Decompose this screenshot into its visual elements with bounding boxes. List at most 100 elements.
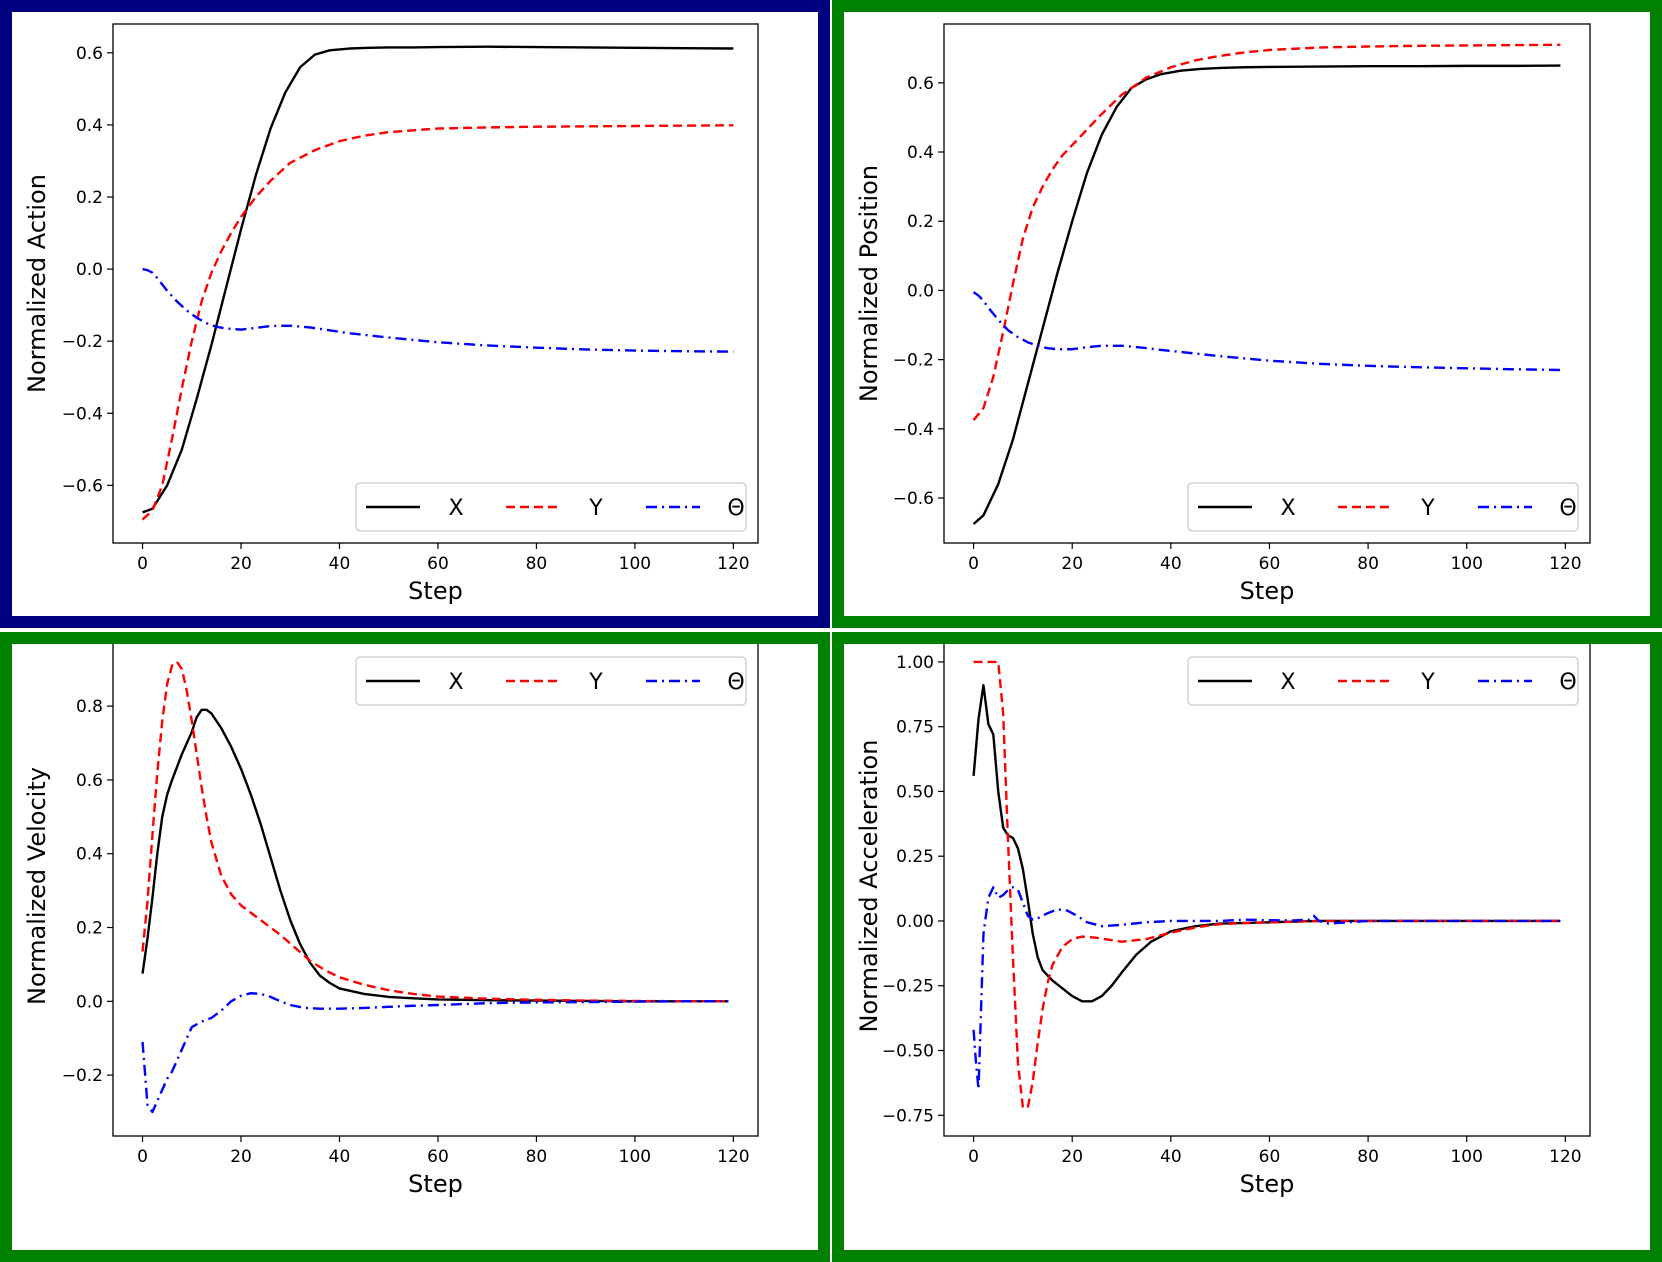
acceleration-y-tick-label: 0.00 (896, 912, 934, 932)
position-series-y-line (972, 43, 1561, 421)
velocity-x-tick-label: 40 (329, 1147, 351, 1167)
acceleration-y-tick-label: −0.50 (882, 1042, 934, 1062)
position-legend-label-theta: Θ (1559, 496, 1576, 521)
position-y-tick-label: −0.2 (893, 351, 934, 371)
acceleration-x-tick-label: 20 (1061, 1147, 1083, 1167)
position-series-theta-line (972, 291, 1561, 372)
position-legend-label-y: Y (1420, 496, 1435, 521)
velocity-y-tick-label: 0.2 (76, 919, 103, 939)
acceleration-y-tick-label: 0.50 (896, 782, 934, 802)
velocity-y-tick-label: 0.8 (76, 697, 103, 717)
action-legend-label-theta: Θ (727, 496, 744, 521)
action-x-tick-label: 100 (619, 554, 651, 574)
position-x-tick-label: 60 (1259, 554, 1281, 574)
acceleration-legend-label-y: Y (1420, 670, 1435, 695)
velocity-series-y-line (141, 660, 729, 1003)
position-x-axis-label: Step (1240, 577, 1295, 605)
acceleration-x-tick-label: 80 (1357, 1147, 1379, 1167)
position-x-tick-label: 0 (968, 554, 979, 574)
action-y-tick-label: 0.0 (76, 260, 103, 280)
velocity-x-tick-label: 100 (619, 1147, 651, 1167)
position-y-tick-label: 0.6 (907, 74, 934, 94)
position-y-tick-label: −0.6 (893, 489, 934, 509)
acceleration-y-tick-label: 1.00 (896, 653, 934, 673)
position-x-tick-label: 20 (1061, 554, 1083, 574)
acceleration-y-tick-label: 0.25 (896, 847, 934, 867)
panel-acceleration: 0 20 40 60 80 100 120 −0.75 −0.50 −0.25 0.00 0.25 0.… (832, 632, 1662, 1262)
action-x-tick-label: 40 (329, 554, 351, 574)
velocity-y-tick-label: −0.2 (62, 1066, 103, 1086)
action-x-tick-label: 120 (717, 554, 749, 574)
position-series-x-line (972, 64, 1561, 525)
acceleration-x-axis-label: Step (1240, 1170, 1295, 1198)
position-x-tick-label: 100 (1450, 554, 1482, 574)
action-plot-frame (112, 23, 759, 544)
velocity-legend-label-y: Y (588, 670, 603, 695)
velocity-x-tick-label: 120 (717, 1147, 749, 1167)
chart-position: 0 20 40 60 80 100 120 −0.6 −0.4 −0.2 0.0 0.2 0.4 0.6 S… (855, 23, 1591, 605)
action-legend-label-y: Y (588, 496, 603, 521)
action-series-x-line (142, 45, 734, 514)
acceleration-x-tick-label: 100 (1450, 1147, 1482, 1167)
panel-position: 0 20 40 60 80 100 120 −0.6 −0.4 −0.2 0.0 0.2 0.4 0.6 S… (832, 0, 1662, 628)
acceleration-x-tick-label: 40 (1160, 1147, 1182, 1167)
action-series-y-line (141, 124, 734, 521)
position-y-tick-label: 0.0 (907, 281, 934, 301)
acceleration-series-x-line (972, 684, 1561, 1003)
velocity-x-tick-label: 0 (137, 1147, 148, 1167)
acceleration-legend-label-theta: Θ (1559, 670, 1576, 695)
action-series-theta-line (142, 267, 734, 353)
action-x-tick-label: 60 (427, 554, 449, 574)
panel-velocity: 0 20 40 60 80 100 120 −0.2 0.0 0.2 0.4 0.6 0.8 Step No… (0, 632, 830, 1262)
velocity-plot-frame (112, 644, 759, 1137)
position-legend-label-x: X (1280, 496, 1295, 521)
velocity-x-tick-label: 20 (230, 1147, 252, 1167)
action-y-tick-label: 0.6 (76, 44, 103, 64)
action-x-axis-label: Step (408, 577, 463, 605)
action-y-tick-label: −0.6 (62, 476, 103, 496)
chart-action: 0 20 40 60 80 100 120 −0.6 −0.4 −0.2 0.0 0.2 0.4 0.6 S… (23, 23, 759, 605)
acceleration-x-tick-label: 60 (1259, 1147, 1281, 1167)
acceleration-y-axis-label: Normalized Acceleration (855, 740, 883, 1033)
action-y-axis-label: Normalized Action (23, 174, 51, 393)
velocity-y-tick-label: 0.4 (76, 845, 103, 865)
position-y-axis-label: Normalized Position (855, 165, 883, 402)
position-x-tick-label: 120 (1549, 554, 1581, 574)
acceleration-x-tick-label: 120 (1549, 1147, 1581, 1167)
action-y-tick-label: −0.4 (62, 404, 103, 424)
acceleration-series-y-line (973, 660, 1561, 1109)
acceleration-plot-frame (943, 644, 1591, 1137)
velocity-x-tick-label: 60 (427, 1147, 449, 1167)
acceleration-series-theta-line (972, 886, 1561, 1091)
velocity-y-axis-label: Normalized Velocity (23, 767, 51, 1005)
velocity-legend-label-theta: Θ (727, 670, 744, 695)
velocity-x-axis-label: Step (408, 1170, 463, 1198)
position-x-tick-label: 80 (1357, 554, 1379, 574)
acceleration-y-tick-label: 0.75 (896, 718, 934, 738)
velocity-y-tick-label: 0.6 (76, 771, 103, 791)
velocity-x-tick-label: 80 (526, 1147, 548, 1167)
action-x-tick-label: 0 (137, 554, 148, 574)
position-y-tick-label: 0.2 (907, 212, 934, 232)
acceleration-x-tick-label: 0 (968, 1147, 979, 1167)
action-y-tick-label: 0.2 (76, 188, 103, 208)
velocity-legend-label-x: X (448, 670, 463, 695)
chart-velocity: 0 20 40 60 80 100 120 −0.2 0.0 0.2 0.4 0.6 0.8 Step No… (23, 644, 759, 1198)
position-y-tick-label: −0.4 (893, 420, 934, 440)
acceleration-y-tick-label: −0.75 (882, 1106, 934, 1126)
panel-action: 0 20 40 60 80 100 120 −0.6 −0.4 −0.2 0.0 0.2 0.4 0.6 S… (0, 0, 830, 628)
action-y-tick-label: 0.4 (76, 116, 103, 136)
position-y-tick-label: 0.4 (907, 143, 934, 163)
action-y-tick-label: −0.2 (62, 332, 103, 352)
chart-acceleration: 0 20 40 60 80 100 120 −0.75 −0.50 −0.25 0.00 0.25 0.… (855, 644, 1591, 1198)
acceleration-legend-label-x: X (1280, 670, 1295, 695)
action-x-tick-label: 20 (230, 554, 252, 574)
acceleration-y-tick-label: −0.25 (882, 977, 934, 997)
position-x-tick-label: 40 (1160, 554, 1182, 574)
velocity-y-tick-label: 0.0 (76, 992, 103, 1012)
action-legend-label-x: X (448, 496, 463, 521)
velocity-series-x-line (141, 708, 729, 1003)
